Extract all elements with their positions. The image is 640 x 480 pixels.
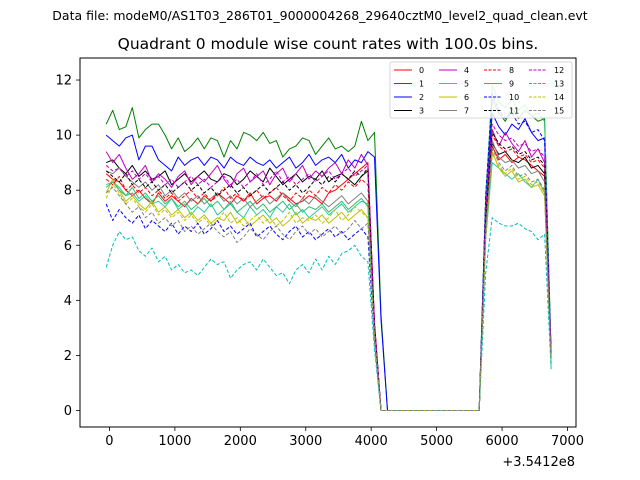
x-tick-label: 4000 [355,434,388,449]
y-tick-label: 6 [64,239,72,254]
legend-label-7: 7 [464,107,469,116]
chart-title: Quadrant 0 module wise count rates with … [118,35,539,53]
legend-label-10: 10 [509,93,519,102]
y-tick-label: 8 [64,184,72,199]
legend-label-13: 13 [554,80,564,89]
y-tick-label: 0 [64,404,72,419]
x-tick-label: 3000 [289,434,322,449]
legend-box [389,61,573,119]
x-axis: 0 1000 2000 3000 4000 5000 6000 7000 [105,427,584,449]
x-tick-label: 5000 [420,434,453,449]
x-offset-label: +3.5412e8 [502,455,575,470]
x-tick-label: 7000 [551,434,584,449]
legend-label-0: 0 [419,66,424,75]
series-line-15 [105,148,552,411]
legend-label-12: 12 [554,66,564,75]
y-tick-label: 4 [64,294,72,309]
y-tick-label: 2 [64,349,72,364]
y-axis: 0 2 4 6 8 10 12 [55,74,80,419]
legend-label-15: 15 [554,107,564,116]
legend-label-6: 6 [464,93,469,102]
series-layer [105,85,552,411]
y-tick-label: 10 [55,129,72,144]
x-tick-label: 1000 [158,434,191,449]
legend-label-11: 11 [509,107,519,116]
x-tick-label: 0 [105,434,113,449]
legend-label-14: 14 [554,93,564,102]
legend-label-1: 1 [419,80,424,89]
series-line-13 [105,217,552,411]
x-tick-label: 6000 [486,434,519,449]
legend-label-4: 4 [464,66,469,75]
legend-label-5: 5 [464,80,469,89]
axes-frame [79,57,577,428]
y-tick-label: 12 [55,74,72,89]
series-line-12 [105,123,552,411]
legend-label-3: 3 [419,107,424,116]
legend-label-9: 9 [509,80,514,89]
figure-suptitle: Data file: modeM0/AS1T03_286T01_90000042… [52,8,587,23]
legend-label-8: 8 [509,66,514,75]
legend-label-2: 2 [419,93,424,102]
x-tick-label: 2000 [224,434,257,449]
